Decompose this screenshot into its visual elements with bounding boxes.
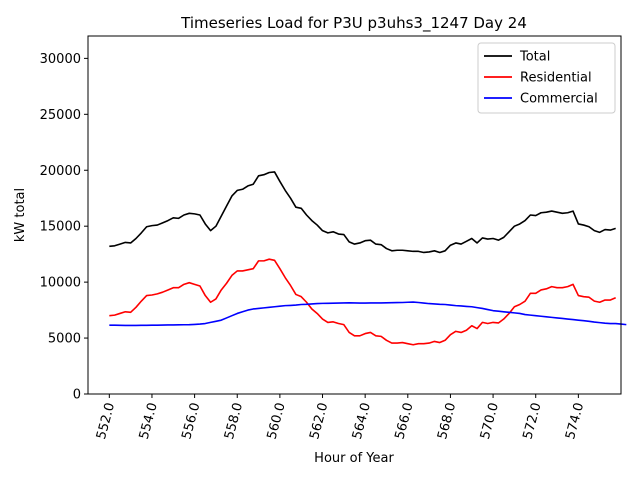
x-tick-label: 552.0 <box>94 401 118 441</box>
series-line-total <box>109 171 616 254</box>
plot-frame <box>87 35 622 395</box>
x-tick-label: 558.0 <box>222 401 246 441</box>
x-tick-label: 568.0 <box>435 401 459 441</box>
chart-title: Timeseries Load for P3U p3uhs3_1247 Day … <box>180 14 527 33</box>
legend-label-total: Total <box>519 50 550 65</box>
x-tick-label: 570.0 <box>478 401 502 441</box>
legend-label-commercial: Commercial <box>520 92 598 107</box>
x-tick-label: 556.0 <box>179 401 203 441</box>
y-tick-label: 5000 <box>48 332 81 347</box>
series-line-commercial <box>109 301 627 327</box>
x-axis-title: Hour of Year <box>314 451 394 466</box>
legend-box <box>477 42 616 114</box>
y-tick-label: 30000 <box>40 52 81 67</box>
x-tick-label: 554.0 <box>137 401 161 441</box>
y-tick-label: 25000 <box>40 108 81 123</box>
y-tick-label: 15000 <box>40 220 81 235</box>
legend: Total Residential Commercial <box>477 42 616 114</box>
x-tick-label: 574.0 <box>563 401 587 441</box>
y-tick-label: 10000 <box>40 276 81 291</box>
series-layer <box>109 171 627 346</box>
x-tick-label: 564.0 <box>350 401 374 441</box>
x-tick-label: 566.0 <box>393 401 417 441</box>
y-tick-label: 20000 <box>40 164 81 179</box>
y-axis-title: kW total <box>13 188 28 242</box>
series-line-residential <box>109 258 616 346</box>
y-tick-label: 0 <box>73 388 81 403</box>
legend-label-residential: Residential <box>520 71 592 86</box>
x-tick-label: 572.0 <box>520 401 544 441</box>
x-tick-label: 562.0 <box>307 401 331 441</box>
x-tick-label: 560.0 <box>265 401 289 441</box>
